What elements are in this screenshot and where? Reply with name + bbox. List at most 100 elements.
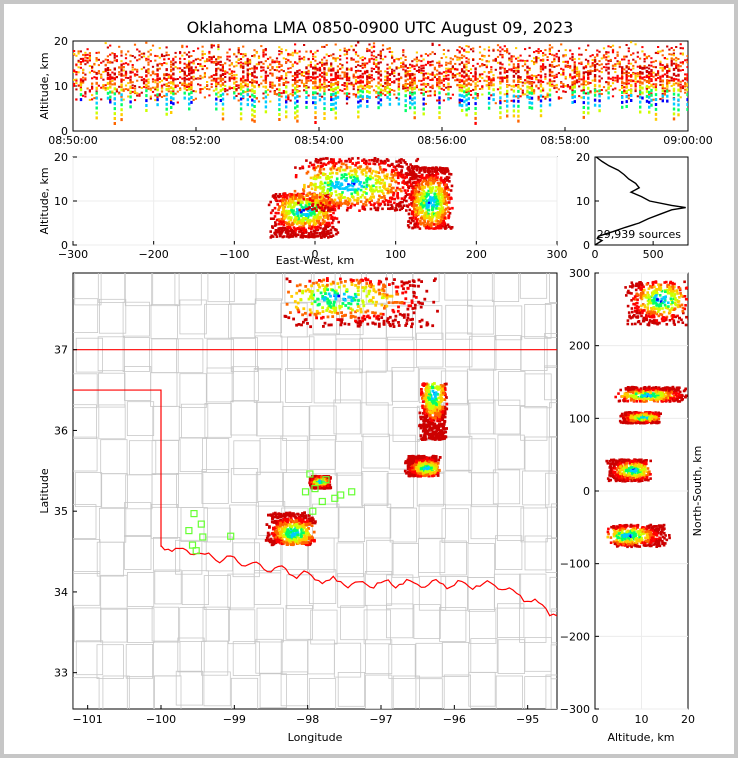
at-source-cell (120, 51, 123, 54)
ew-cluster-0-cell (304, 222, 307, 225)
ew-cluster-1-cell (369, 195, 373, 199)
at-core-cell (686, 98, 688, 102)
at-source-cell (580, 96, 583, 99)
at-core-cell (506, 99, 509, 103)
at-source-cell (621, 58, 624, 61)
at-source-cell (368, 58, 371, 61)
at-source-cell (91, 69, 94, 72)
at-source-cell (237, 84, 240, 87)
at-source-cell (666, 63, 669, 66)
at-core-cell (512, 94, 516, 98)
at-source-cell (124, 62, 128, 65)
at-source-cell (291, 91, 294, 94)
ew-cluster-1-cell (351, 157, 354, 160)
ew-cluster-0-cell (321, 234, 325, 237)
at-source-cell (348, 92, 351, 95)
ew-cluster-0-cell (295, 218, 299, 222)
ew-cluster-0-cell (316, 213, 319, 217)
at-source-cell (305, 50, 308, 53)
at-core-cell (330, 98, 333, 102)
at-source-cell (79, 63, 82, 66)
at-core-cell (686, 88, 688, 92)
ew-cluster-0-cell (302, 227, 306, 230)
at-source-cell (95, 51, 98, 54)
at-source-cell (122, 69, 125, 72)
at-core-cell (587, 111, 590, 115)
at-source-cell (605, 51, 608, 54)
at-source-cell (325, 59, 328, 62)
at-source-cell (427, 72, 430, 75)
ew-cluster-1-cell (308, 198, 312, 202)
ew-cluster-1-cell (399, 165, 403, 168)
at-source-cell (282, 91, 285, 94)
at-source-cell (571, 89, 574, 92)
ew-cluster-1-cell (314, 166, 318, 169)
ew-cluster-0-cell (285, 211, 288, 215)
at-core-cell (607, 96, 610, 100)
at-core-cell (499, 61, 502, 65)
ew-cluster-0-cell (326, 195, 329, 199)
at-core-cell (661, 84, 664, 88)
at-source-cell (282, 57, 285, 60)
at-source-cell (309, 76, 312, 79)
at-core-cell (359, 89, 362, 93)
at-core-cell (294, 91, 297, 95)
ew-cluster-1-cell (353, 203, 356, 207)
at-source-cell (368, 49, 371, 52)
at-source-cell (375, 91, 378, 94)
at-core-cell (499, 116, 502, 120)
at-source-cell (95, 59, 98, 62)
at-core-cell (188, 97, 191, 101)
at-source-cell (133, 87, 137, 90)
at-source-cell (639, 78, 642, 81)
at-source-cell (627, 68, 630, 70)
at-source-cell (124, 74, 128, 77)
at-source-cell (645, 87, 648, 90)
at-core-cell (221, 102, 225, 106)
at-source-cell (596, 54, 599, 57)
ew-cluster-0-cell (320, 236, 323, 239)
ew-cluster-1-cell (340, 162, 344, 165)
at-source-cell (280, 92, 283, 95)
at-source-cell (124, 70, 128, 73)
ew-cluster-1-cell (321, 182, 324, 186)
at-source-cell (429, 61, 432, 63)
at-source-cell (109, 53, 112, 56)
at-source-cell (395, 57, 398, 60)
ew-cluster-1-cell (345, 159, 348, 163)
at-source-cell (418, 66, 421, 69)
at-source-cell (591, 54, 594, 57)
at-source-cell (609, 77, 612, 80)
at-source-cell (607, 45, 610, 48)
at-source-cell (352, 83, 355, 86)
at-source-cell (115, 76, 118, 78)
at-source-cell (652, 75, 655, 78)
ew-cluster-0-cell (273, 215, 277, 218)
at-source-cell (285, 77, 288, 80)
at-source-cell (535, 50, 538, 53)
at-source-cell (208, 58, 211, 61)
ew-cluster-1-cell (406, 183, 409, 186)
at-source-cell (172, 90, 175, 93)
ew-cluster-1-cell (364, 174, 368, 177)
ew-cluster-1-cell (313, 174, 317, 178)
at-source-cell (370, 79, 373, 82)
at-source-cell (562, 55, 565, 58)
at-source-cell (397, 58, 400, 61)
at-source-cell (233, 65, 236, 68)
at-source-cell (654, 51, 657, 54)
at-core-cell (357, 80, 360, 84)
at-core-cell (251, 83, 254, 87)
at-source-cell (100, 86, 103, 89)
ew-cluster-0-cell (282, 226, 285, 230)
at-source-cell (327, 69, 330, 72)
ew-cluster-1-cell (397, 205, 401, 208)
at-source-cell (661, 64, 664, 67)
ew-cluster-0-cell (337, 220, 340, 224)
at-source-cell (88, 56, 91, 59)
ew-cluster-2-cell (436, 168, 439, 172)
at-source-cell (564, 49, 567, 52)
ew-cluster-1-cell (352, 182, 356, 186)
at-source-cell (672, 80, 675, 82)
at-source-cell (352, 85, 355, 88)
